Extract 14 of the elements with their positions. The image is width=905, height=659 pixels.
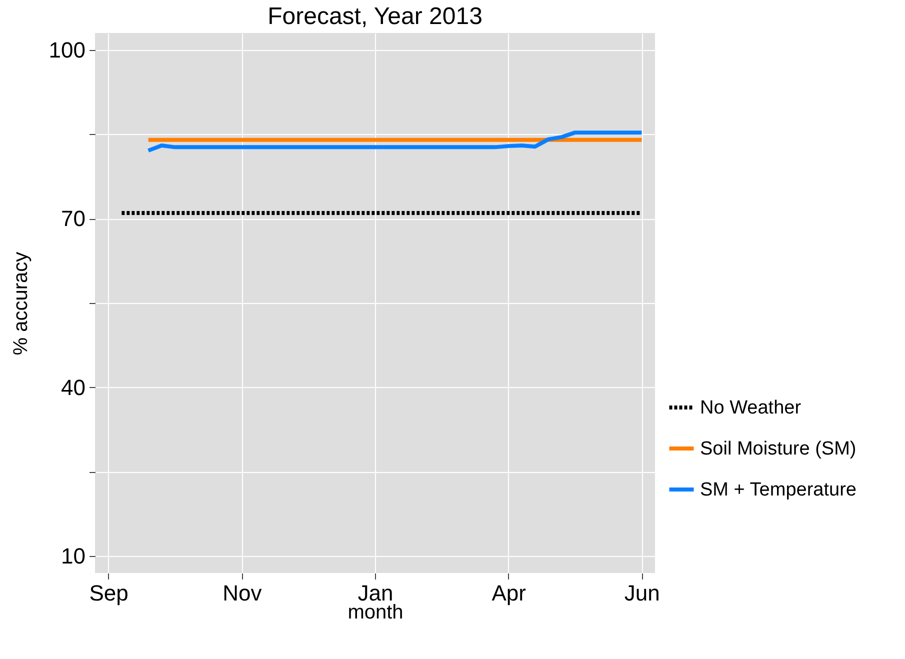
y-tick-label: 10 [61, 544, 86, 569]
line-series [146, 130, 644, 153]
chart-title: Forecast, Year 2013 [268, 3, 482, 30]
legend-label: SM + Temperature [700, 480, 856, 500]
x-tick-label: Nov [222, 580, 262, 606]
y-axis-title: % accuracy [10, 252, 32, 356]
legend-label: No Weather [700, 398, 802, 418]
y-tick-label: 100 [48, 37, 86, 62]
x-tick-label: Sep [89, 580, 128, 606]
x-tick-label: Apr [492, 580, 526, 606]
legend-label: Soil Moisture (SM) [700, 438, 856, 460]
y-tick-label: 70 [61, 206, 86, 232]
y-tick-label: 40 [61, 374, 86, 400]
x-tick-label: Jun [624, 580, 660, 606]
